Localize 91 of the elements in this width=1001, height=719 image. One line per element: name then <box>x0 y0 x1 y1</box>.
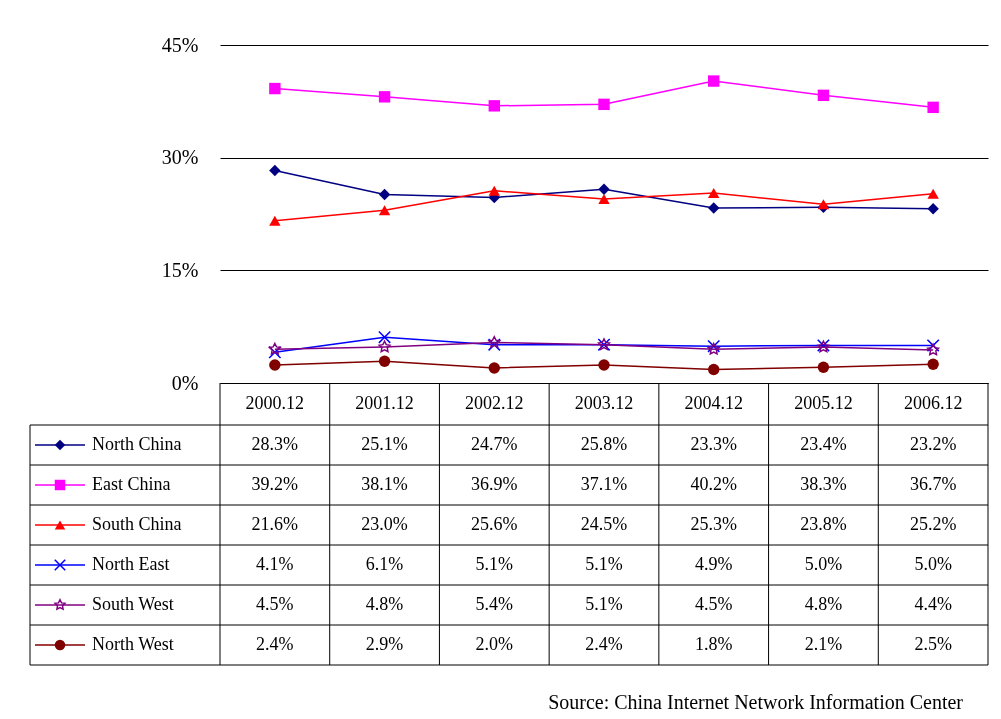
point <box>269 215 281 226</box>
point <box>598 194 610 204</box>
data-label: 4.4% <box>914 594 952 614</box>
data-label: 2.5% <box>914 634 952 654</box>
point <box>488 335 501 348</box>
point <box>927 188 939 199</box>
data-label: 4.8% <box>365 594 404 614</box>
y-tick-label: 45% <box>161 33 199 56</box>
point <box>817 89 830 102</box>
point <box>598 359 610 371</box>
legend-label: North West <box>92 634 174 654</box>
legend-label: North East <box>92 554 170 574</box>
x-tick-label: 2004.12 <box>684 393 743 413</box>
data-label: 1.8% <box>694 634 733 654</box>
point <box>269 164 281 177</box>
point <box>269 359 281 371</box>
data-label: 40.2% <box>690 474 737 494</box>
point <box>598 183 610 195</box>
x-tick-label: 2005.12 <box>794 393 853 413</box>
data-label: 5.4% <box>475 594 514 614</box>
data-label: 23.3% <box>690 434 737 454</box>
point <box>378 330 392 344</box>
data-label: 25.2% <box>909 514 957 534</box>
data-label: 4.5% <box>256 594 294 614</box>
data-label: 28.3% <box>251 434 299 454</box>
point <box>708 202 720 214</box>
x-tick-label: 2006.12 <box>903 393 963 413</box>
data-label: 36.7% <box>909 474 957 494</box>
data-label: 38.3% <box>800 474 847 494</box>
point <box>926 343 940 356</box>
legend-label: South West <box>92 594 174 614</box>
data-label: 5.1% <box>475 554 514 574</box>
x-tick-label: 2002.12 <box>465 393 524 413</box>
point <box>927 101 939 114</box>
data-label: 5.1% <box>585 594 623 614</box>
x-tick-label: 2001.12 <box>355 393 414 413</box>
data-label: 4.9% <box>694 554 733 574</box>
data-label: 4.5% <box>694 594 733 614</box>
data-label: 6.1% <box>365 554 404 574</box>
data-label: 24.5% <box>580 514 628 534</box>
point <box>378 188 391 201</box>
point <box>708 363 720 376</box>
data-label: 24.7% <box>471 434 518 454</box>
x-tick-label: 2000.12 <box>245 393 305 413</box>
data-label: 38.1% <box>361 474 408 494</box>
data-label: 36.9% <box>471 474 518 494</box>
data-label: 2.4% <box>256 634 294 654</box>
data-label: 5.1% <box>585 554 623 574</box>
data-label: 37.1% <box>580 474 628 494</box>
data-label: 21.6% <box>251 514 299 534</box>
data-label: 25.8% <box>580 434 628 454</box>
data-label: 23.4% <box>800 434 847 454</box>
data-label: 25.3% <box>690 514 737 534</box>
data-label: 5.0% <box>804 554 843 574</box>
data-label: 2.1% <box>804 634 843 654</box>
point <box>268 342 282 355</box>
source-note: Source: China Internet Network Information Center <box>548 691 964 713</box>
y-tick-label: 0% <box>171 371 199 394</box>
y-tick-label: 30% <box>161 146 199 169</box>
data-label: 23.8% <box>800 514 847 534</box>
data-label: 4.8% <box>804 594 843 614</box>
data-label: 2.0% <box>475 634 514 654</box>
point <box>378 205 391 216</box>
point <box>378 91 391 103</box>
point <box>598 98 610 111</box>
point <box>817 361 830 373</box>
data-label: 2.4% <box>585 634 623 654</box>
data-label: 5.0% <box>914 554 952 574</box>
data-label: 23.0% <box>361 514 408 534</box>
point <box>488 100 500 112</box>
point <box>269 82 281 95</box>
data-label: 23.2% <box>909 434 957 454</box>
data-label: 25.1% <box>361 434 408 454</box>
point <box>378 340 391 353</box>
data-label: 25.6% <box>471 514 518 534</box>
legend-label: East China <box>92 474 171 494</box>
data-label: 2.9% <box>365 634 404 654</box>
y-tick-label: 15% <box>161 258 199 281</box>
legend-label: South China <box>92 514 182 534</box>
point <box>708 188 720 198</box>
point <box>378 355 391 367</box>
x-tick-label: 2003.12 <box>574 393 634 413</box>
point <box>488 185 500 196</box>
point <box>927 358 939 370</box>
legend-label: North China <box>92 434 182 454</box>
point <box>708 75 720 87</box>
data-label: 39.2% <box>251 474 299 494</box>
point <box>927 203 939 215</box>
point <box>268 345 282 359</box>
point <box>488 362 500 374</box>
data-label: 4.1% <box>256 554 294 574</box>
